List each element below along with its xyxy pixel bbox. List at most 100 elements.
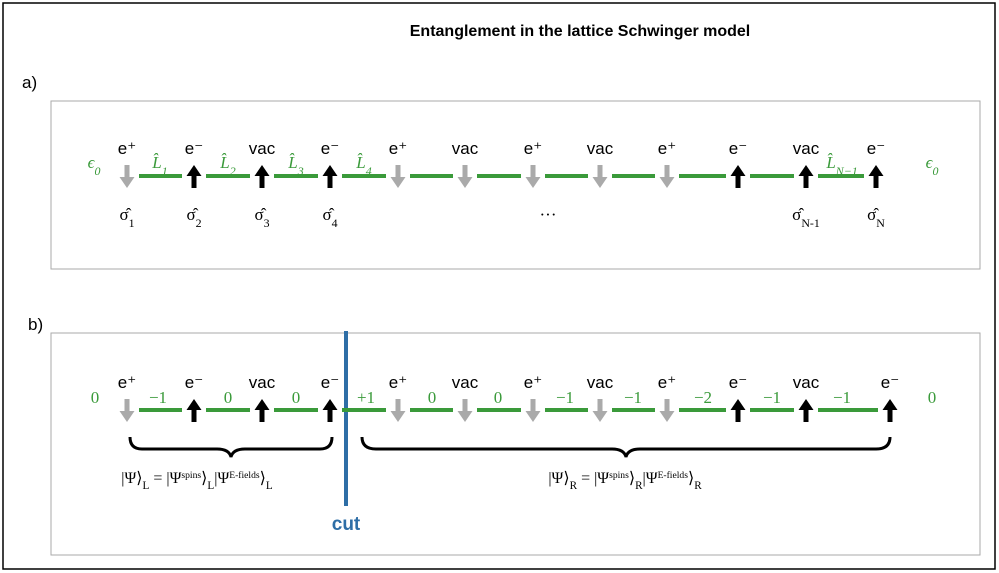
particle-label: e⁺ — [389, 139, 407, 158]
spin-arrow — [457, 165, 473, 188]
field-label: L̂3 — [287, 153, 303, 178]
text-part: L̂ — [355, 153, 365, 172]
text-part: R — [635, 480, 643, 492]
text-part: N — [876, 216, 885, 230]
spin-arrow — [390, 399, 406, 422]
text-part: ϵ — [926, 153, 934, 172]
text-part: 2 — [230, 164, 236, 178]
field-label: ϵ0 — [88, 153, 101, 178]
spin-arrow — [186, 399, 202, 422]
particle-label: e⁺ — [658, 139, 676, 158]
spin-arrow — [730, 399, 746, 422]
spin-arrow — [457, 399, 473, 422]
spin-arrow — [322, 399, 338, 422]
operator-label: σ̂2 — [186, 205, 201, 230]
spin-arrow — [390, 165, 406, 188]
particle-label: vac — [793, 373, 820, 392]
text-part: σ̂ — [867, 205, 879, 224]
field-value: 0 — [428, 388, 437, 407]
text-part: 3 — [297, 164, 304, 178]
text-part: 4 — [332, 216, 338, 230]
field-value: −1 — [624, 388, 642, 407]
particle-label: e⁺ — [658, 373, 676, 392]
spin-arrow — [186, 165, 202, 188]
field-value: −2 — [694, 388, 712, 407]
text-part: |Ψ — [643, 470, 658, 487]
text-part: |Ψ⟩ — [121, 470, 142, 487]
particle-label: vac — [249, 373, 276, 392]
spin-arrow — [322, 165, 338, 188]
text-part: E-fields — [229, 470, 260, 481]
text-part: E-fields — [658, 470, 689, 481]
text-part: 2 — [196, 216, 202, 230]
spin-arrow — [119, 399, 135, 422]
cut-label: cut — [332, 514, 361, 535]
text-part: σ̂ — [119, 205, 131, 224]
text-part: L̂ — [287, 153, 297, 172]
text-part: = |Ψ — [577, 470, 609, 487]
field-value: 0 — [494, 388, 503, 407]
text-part: N-1 — [801, 216, 820, 230]
title: Entanglement in the lattice Schwinger mo… — [410, 23, 751, 40]
particle-label: vac — [452, 139, 479, 158]
text-part: ⟩ — [260, 470, 266, 487]
text-part: 4 — [366, 164, 372, 178]
text-part: ⟩ — [201, 470, 207, 487]
text-part: σ̂ — [322, 205, 334, 224]
operator-label: σ̂N-1 — [792, 205, 820, 230]
field-label: L̂4 — [355, 153, 371, 178]
particle-label: vac — [452, 373, 479, 392]
text-part: ⟩ — [629, 470, 635, 487]
spin-arrow — [798, 165, 814, 188]
spin-arrow — [525, 399, 541, 422]
field-value: 0 — [928, 388, 937, 407]
particle-label: e⁻ — [321, 373, 339, 392]
particle-label: e⁻ — [729, 139, 747, 158]
particle-label: vac — [249, 139, 276, 158]
spin-arrow — [119, 165, 135, 188]
text-part: spins — [609, 470, 629, 481]
operator-label: σ̂N — [867, 205, 885, 230]
particle-label: e⁺ — [524, 139, 542, 158]
text-part: L — [266, 480, 273, 492]
spin-arrow — [730, 165, 746, 188]
field-value: +1 — [357, 388, 375, 407]
particle-label: vac — [793, 139, 820, 158]
particle-label: e⁻ — [321, 139, 339, 158]
text-part: L — [207, 480, 214, 492]
field-value: 0 — [224, 388, 233, 407]
particle-label: e⁻ — [185, 373, 203, 392]
text-part: ··· — [540, 205, 557, 224]
text-part: spins — [181, 470, 201, 481]
text-part: 1 — [162, 164, 168, 178]
brace — [128, 436, 334, 458]
operator-label: ··· — [540, 205, 557, 224]
text-part: σ̂ — [254, 205, 266, 224]
field-value: −1 — [556, 388, 574, 407]
spin-arrow — [882, 399, 898, 422]
text-part: |Ψ — [214, 470, 229, 487]
field-label: L̂N−1 — [825, 153, 857, 178]
particle-label: e⁻ — [185, 139, 203, 158]
text-part: σ̂ — [186, 205, 198, 224]
panel-label: b) — [28, 315, 43, 334]
panel-a — [50, 100, 981, 270]
particle-label: e⁺ — [118, 373, 136, 392]
text-part: L̂ — [825, 153, 835, 172]
particle-label: e⁺ — [118, 139, 136, 158]
spin-arrow — [592, 165, 608, 188]
particle-label: e⁺ — [524, 373, 542, 392]
field-value: −1 — [763, 388, 781, 407]
particle-label: e⁻ — [881, 373, 899, 392]
text-part: |Ψ⟩ — [548, 470, 569, 487]
text-part: ϵ — [88, 153, 96, 172]
particle-label: e⁻ — [729, 373, 747, 392]
panel-b — [50, 332, 981, 556]
spin-arrow — [525, 165, 541, 188]
spin-arrow — [592, 399, 608, 422]
particle-label: vac — [587, 139, 614, 158]
text-part: = |Ψ — [149, 470, 181, 487]
particle-label: e⁻ — [867, 139, 885, 158]
